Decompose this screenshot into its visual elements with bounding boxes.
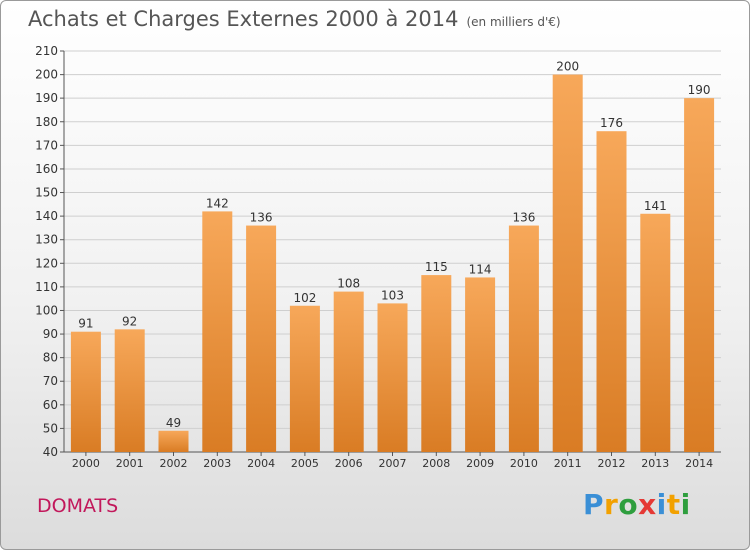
y-tick-label: 160 <box>35 162 58 176</box>
data-label: 200 <box>556 60 579 74</box>
x-tick-label: 2003 <box>203 457 231 470</box>
logo-letter: o <box>618 488 639 521</box>
bar <box>377 303 408 452</box>
y-tick-label: 190 <box>35 91 58 105</box>
bar <box>202 211 233 452</box>
bar <box>684 98 715 453</box>
y-tick-label: 70 <box>43 374 58 388</box>
logo-letter: P <box>583 488 605 521</box>
bars <box>70 74 715 453</box>
logo-letter: x <box>638 488 657 521</box>
bar <box>421 275 452 452</box>
data-label: 102 <box>293 291 316 305</box>
chart-title: Achats et Charges Externes 2000 à 2014 (e… <box>28 7 561 31</box>
y-tick-label: 150 <box>35 186 58 200</box>
proxiti-logo: Proxiti <box>583 488 691 521</box>
data-label: 114 <box>469 262 492 276</box>
data-label: 49 <box>166 416 181 430</box>
x-tick-label: 2008 <box>422 457 450 470</box>
bar <box>333 291 364 452</box>
data-label: 136 <box>250 211 273 225</box>
bar <box>640 213 671 452</box>
y-tick-label: 210 <box>35 44 58 58</box>
bar <box>158 430 189 452</box>
y-tick-label: 110 <box>35 280 58 294</box>
x-tick-label: 2004 <box>247 457 275 470</box>
bar <box>70 331 101 452</box>
x-tick-label: 2007 <box>379 457 407 470</box>
data-label: 141 <box>644 199 667 213</box>
logo-letter: i <box>680 488 691 521</box>
x-tick-label: 2011 <box>554 457 582 470</box>
y-tick-label: 100 <box>35 303 58 317</box>
x-tick-label: 2000 <box>72 457 100 470</box>
y-tick-label: 130 <box>35 233 58 247</box>
x-tick-label: 2005 <box>291 457 319 470</box>
bar <box>508 225 539 452</box>
y-tick-label: 50 <box>43 421 58 435</box>
y-tick-label: 90 <box>43 327 58 341</box>
data-label: 176 <box>600 116 623 130</box>
data-label: 108 <box>337 277 360 291</box>
bar <box>552 74 583 453</box>
logo-letter: i <box>656 488 667 521</box>
bar <box>596 131 627 452</box>
data-label: 103 <box>381 288 404 302</box>
logo-letter: t <box>666 488 681 521</box>
x-tick-label: 2009 <box>466 457 494 470</box>
data-labels: 91 92 49 142 136 102 108 103 115 114 136 200 176 141 1… <box>78 60 710 430</box>
x-tick-label: 2013 <box>641 457 669 470</box>
y-tick-label: 170 <box>35 138 58 152</box>
data-label: 190 <box>688 83 711 97</box>
y-tick-label: 80 <box>43 351 58 365</box>
x-tick-label: 2002 <box>160 457 188 470</box>
data-label: 92 <box>122 314 137 328</box>
chart-title-text: Achats et Charges Externes 2000 à 2014 <box>28 7 459 31</box>
chart-subtitle: (en milliers d'€) <box>466 15 561 29</box>
bar <box>289 305 320 452</box>
bar <box>246 225 277 452</box>
bar <box>465 277 496 452</box>
x-tick-label: 2010 <box>510 457 538 470</box>
x-tick-label: 2014 <box>685 457 713 470</box>
logo-letter: r <box>604 488 619 521</box>
y-tick-label: 200 <box>35 68 58 82</box>
x-tick-label: 2012 <box>598 457 626 470</box>
data-label: 142 <box>206 196 229 210</box>
data-label: 91 <box>78 317 93 331</box>
y-tick-label: 180 <box>35 115 58 129</box>
place-name: DOMATS <box>37 495 119 517</box>
y-tick-label: 140 <box>35 209 58 223</box>
x-tick-label: 2006 <box>335 457 363 470</box>
bar <box>114 329 145 452</box>
y-tick-label: 60 <box>43 398 58 412</box>
data-label: 115 <box>425 260 448 274</box>
y-tick-label: 120 <box>35 256 58 270</box>
y-tick-label: 40 <box>43 445 58 459</box>
x-tick-label: 2001 <box>116 457 144 470</box>
data-label: 136 <box>512 211 535 225</box>
